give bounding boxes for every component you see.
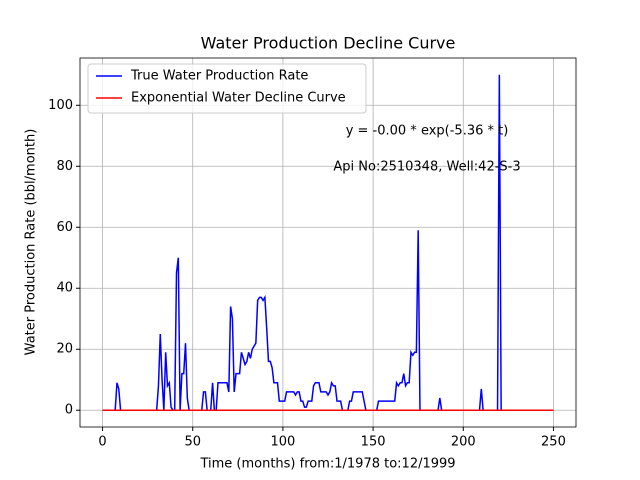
x-tick-label: 100 xyxy=(270,435,295,450)
annotation: Api No:2510348, Well:42-S-3 xyxy=(333,160,520,175)
y-tick-label: 100 xyxy=(48,98,73,113)
x-tick-label: 250 xyxy=(541,435,566,450)
y-tick-label: 20 xyxy=(56,342,73,357)
annotation: y = -0.00 * exp(-5.36 * t) xyxy=(346,124,509,139)
legend-label: Exponential Water Decline Curve xyxy=(131,91,346,106)
y-tick-label: 60 xyxy=(56,220,73,235)
y-tick-label: 80 xyxy=(56,159,73,174)
x-tick-label: 0 xyxy=(98,435,106,450)
y-tick-label: 40 xyxy=(56,281,73,296)
plot-frame xyxy=(79,57,577,428)
x-tick-label: 50 xyxy=(184,435,201,450)
x-axis-label: Time (months) from:1/1978 to:12/1999 xyxy=(199,457,455,472)
legend-label: True Water Production Rate xyxy=(130,69,308,84)
x-tick-label: 200 xyxy=(451,435,476,450)
chart-title: Water Production Decline Curve xyxy=(201,34,456,53)
legend-box xyxy=(87,63,367,114)
y-axis-label: Water Production Rate (bbl/month) xyxy=(24,129,39,356)
y-tick-label: 0 xyxy=(65,403,73,418)
x-tick-label: 150 xyxy=(361,435,386,450)
